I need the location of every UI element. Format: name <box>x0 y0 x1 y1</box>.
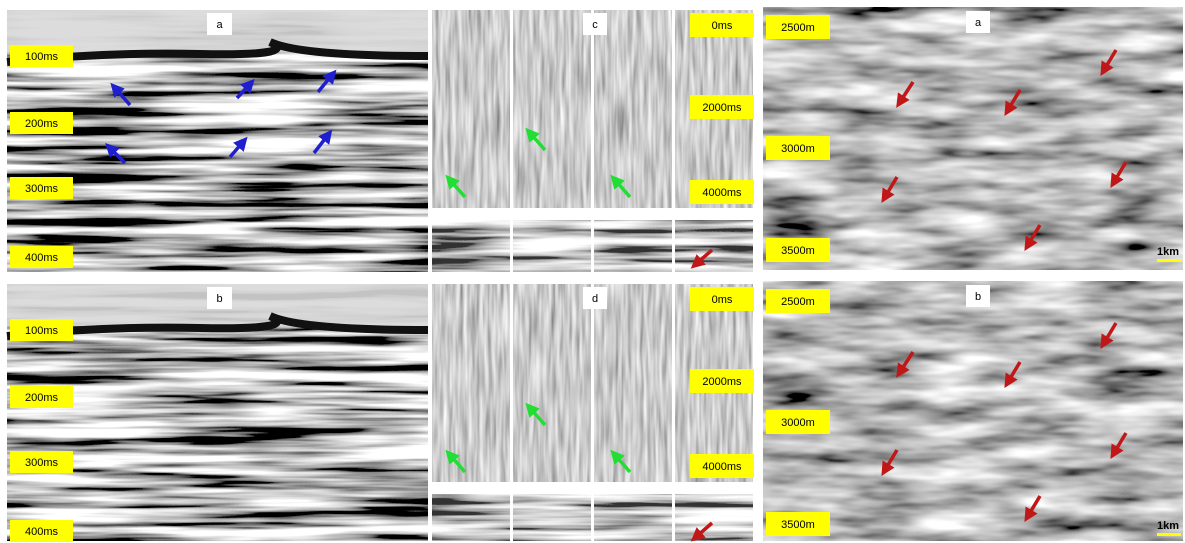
time-label: 400ms <box>25 252 59 264</box>
time-label: 4000ms <box>702 187 742 199</box>
gather-strip <box>675 494 753 541</box>
time-label: 2000ms <box>702 102 742 114</box>
panel-label: b <box>975 291 981 303</box>
gather <box>594 284 672 482</box>
panel-label: b <box>216 293 222 305</box>
depth-label: 3000m <box>781 417 815 429</box>
gather-strip <box>594 220 672 272</box>
gather <box>513 284 591 482</box>
gather-strip <box>675 220 753 272</box>
gather <box>594 10 672 208</box>
panel-label: d <box>592 293 598 305</box>
depth-label: 2500m <box>781 296 815 308</box>
time-label: 0ms <box>712 20 733 32</box>
figure: a 100ms 200ms 300ms 400ms b 100ms 200ms 300ms 400… <box>0 0 1185 543</box>
depth-label: 3000m <box>781 143 815 155</box>
gather-strip <box>594 494 672 541</box>
time-label: 300ms <box>25 183 59 195</box>
time-label: 4000ms <box>702 461 742 473</box>
gather-strip <box>432 220 510 272</box>
depth-label: 3500m <box>781 519 815 531</box>
gather-strip <box>432 494 510 541</box>
gather <box>432 10 510 208</box>
panel-label: c <box>592 19 598 31</box>
depth-label: 3500m <box>781 245 815 257</box>
gather-strip <box>513 220 591 272</box>
gather <box>513 10 591 208</box>
time-label: 100ms <box>25 325 59 337</box>
time-label: 200ms <box>25 392 59 404</box>
time-label: 0ms <box>712 294 733 306</box>
time-label: 200ms <box>25 118 59 130</box>
scale-bar <box>1157 533 1181 536</box>
time-label: 2000ms <box>702 376 742 388</box>
panel-label: a <box>216 19 223 31</box>
scale-label: 1km <box>1157 520 1179 532</box>
time-label: 400ms <box>25 526 59 538</box>
gather-strip <box>513 494 591 541</box>
depth-label: 2500m <box>781 22 815 34</box>
gather <box>432 284 510 482</box>
panel-label: a <box>975 17 982 29</box>
time-label: 300ms <box>25 457 59 469</box>
scale-label: 1km <box>1157 246 1179 258</box>
time-label: 100ms <box>25 51 59 63</box>
scale-bar <box>1157 259 1181 262</box>
